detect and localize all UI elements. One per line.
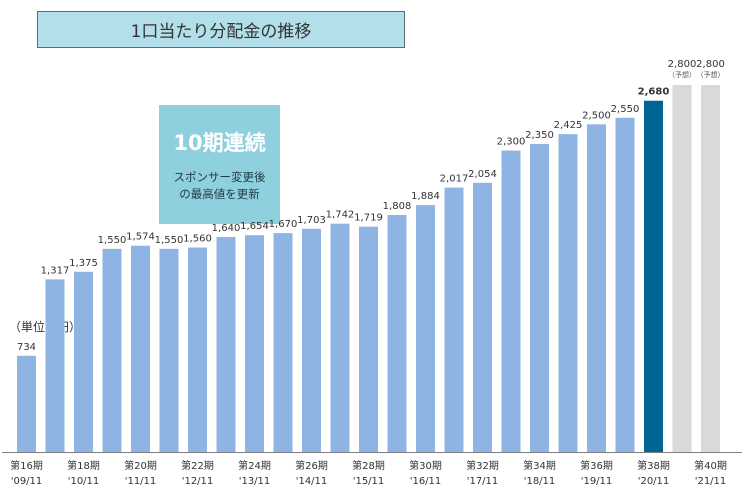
x-tick-period-18: 第34期	[523, 459, 556, 472]
bar-22	[644, 100, 663, 452]
x-tick-period-20: 第36期	[580, 459, 613, 472]
x-tick-date-4: '11/11	[125, 476, 157, 487]
x-tick-date-18: '18/11	[524, 476, 556, 487]
bar-16	[473, 182, 492, 452]
value-label-1: 1,317	[41, 265, 70, 276]
value-label-21: 2,550	[611, 104, 640, 115]
bar-23	[672, 85, 692, 452]
x-tick-date-10: '14/11	[296, 476, 328, 487]
bar-13	[387, 215, 407, 452]
x-tick-period-10: 第26期	[295, 459, 328, 472]
value-label-20: 2,500	[582, 110, 611, 121]
bar-5	[159, 248, 179, 452]
bar-17	[501, 150, 521, 453]
x-tick-period-2: 第18期	[67, 459, 100, 472]
value-label-6: 1,560	[183, 234, 212, 245]
value-label-5: 1,550	[155, 235, 184, 246]
value-label-4: 1,574	[126, 232, 155, 243]
x-tick-date-8: '13/11	[239, 476, 271, 487]
x-tick-date-12: '15/11	[353, 476, 385, 487]
value-label-19: 2,425	[554, 120, 583, 131]
value-label-2: 1,375	[69, 258, 98, 269]
x-tick-period-0: 第16期	[10, 459, 43, 472]
x-tick-date-22: '20/11	[638, 476, 670, 487]
bar-10	[302, 228, 321, 452]
x-tick-period-12: 第28期	[352, 459, 385, 472]
bar-12	[359, 226, 378, 452]
badge-line-2: の最高値を更新	[179, 187, 260, 201]
bar-24	[701, 85, 720, 452]
value-label-10: 1,703	[297, 215, 326, 226]
badge-line-1: スポンサー変更後	[173, 170, 266, 184]
bar-2	[74, 271, 93, 452]
badge-headline: 10期連続	[173, 131, 266, 155]
bar-21	[615, 117, 635, 453]
value-label-22: 2,680	[638, 87, 670, 98]
bar-4	[131, 245, 150, 452]
bar-18	[530, 143, 549, 452]
record-badge: 10期連続 スポンサー変更後 の最高値を更新	[159, 105, 280, 224]
x-tick-date-2: '10/11	[68, 476, 100, 487]
x-tick-period-8: 第24期	[238, 459, 271, 472]
bar-6	[188, 247, 207, 452]
x-tick-date-20: '19/11	[581, 476, 613, 487]
bar-11	[330, 223, 350, 452]
x-tick-date-0: '09/11	[11, 476, 43, 487]
x-tick-date-24: '21/11	[695, 476, 727, 487]
x-tick-date-6: '12/11	[182, 476, 214, 487]
value-label-15: 2,017	[440, 174, 469, 185]
forecast-label-24: （予想）	[697, 70, 725, 79]
x-tick-period-24: 第40期	[694, 459, 727, 472]
x-tick-date-16: '17/11	[467, 476, 499, 487]
bar-1	[45, 279, 65, 452]
value-label-3: 1,550	[98, 235, 127, 246]
bar-9	[273, 233, 293, 452]
bar-20	[587, 124, 606, 453]
value-label-8: 1,654	[240, 221, 269, 232]
bar-14	[416, 205, 435, 452]
x-tick-period-16: 第32期	[466, 459, 499, 472]
value-label-0: 734	[17, 342, 36, 353]
value-label-9: 1,670	[269, 219, 298, 230]
bar-8	[245, 235, 264, 452]
chart-title: 1口当たり分配金の推移	[37, 11, 405, 48]
value-label-7: 1,640	[212, 223, 241, 234]
value-label-11: 1,742	[326, 210, 355, 221]
bar-3	[102, 248, 122, 452]
value-label-14: 1,884	[411, 191, 440, 202]
value-label-12: 1,719	[354, 213, 383, 224]
x-tick-date-14: '16/11	[410, 476, 442, 487]
value-label-24: 2,800	[696, 59, 725, 70]
x-tick-period-14: 第30期	[409, 459, 442, 472]
x-tick-period-22: 第38期	[637, 459, 670, 472]
bar-7	[216, 237, 236, 452]
forecast-label-23: （予想）	[668, 70, 696, 79]
value-label-23: 2,800	[668, 59, 697, 70]
value-label-13: 1,808	[383, 201, 412, 212]
bar-0	[17, 355, 36, 452]
value-label-18: 2,350	[525, 130, 554, 141]
value-label-17: 2,300	[497, 137, 526, 148]
x-tick-period-4: 第20期	[124, 459, 157, 472]
x-tick-period-6: 第22期	[181, 459, 214, 472]
bar-15	[444, 187, 464, 453]
bar-19	[558, 134, 578, 452]
value-label-16: 2,054	[468, 169, 497, 180]
